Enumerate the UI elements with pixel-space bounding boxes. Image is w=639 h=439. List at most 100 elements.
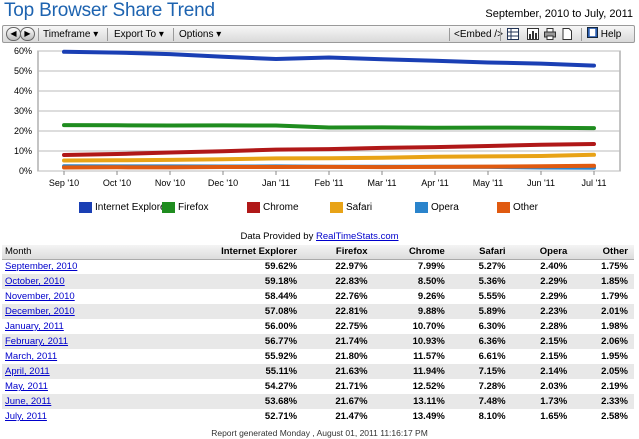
help-button[interactable]: Help (587, 27, 621, 42)
share-cell: 57.08% (151, 304, 304, 319)
toolbar-divider (500, 28, 501, 41)
legend-item: Other (497, 202, 538, 213)
browser-share-table: Month Internet Explorer Firefox Chrome Safar… (2, 245, 634, 424)
share-cell: 2.14% (511, 364, 574, 379)
realtimestats-link[interactable]: RealTimeStats.com (315, 231, 399, 242)
table-row: February, 2011 56.77% 21.74% 10.93% 6.36% 2.1… (2, 334, 634, 349)
month-cell: November, 2010 (2, 289, 152, 304)
legend-swatch (79, 202, 92, 213)
series-line-internet-explorer (62, 49, 596, 68)
share-cell: 9.88% (373, 304, 451, 319)
month-link[interactable]: March, 2011 (5, 351, 58, 362)
table-row: November, 2010 58.44% 22.76% 9.26% 5.55% 2.29… (2, 289, 634, 304)
x-tick-label: Nov '10 (155, 178, 185, 188)
x-tick-label: Feb '11 (314, 178, 343, 188)
legend-label: Chrome (263, 202, 299, 213)
legend-swatch (415, 202, 428, 213)
share-cell: 1.95% (601, 351, 628, 362)
legend-label: Safari (346, 202, 373, 213)
embed-button[interactable]: <Embed /> (454, 29, 503, 40)
share-cell: 56.77% (151, 334, 304, 349)
column-header: Internet Explorer (151, 245, 304, 260)
report-header: Top Browser Share Trend September, 2010 … (0, 0, 639, 24)
legend-item: Firefox (162, 202, 209, 213)
toolbar-divider (581, 28, 582, 41)
table-view-icon[interactable] (506, 28, 519, 41)
x-tick-label: Apr '11 (421, 178, 449, 188)
line-chart: 0% 10% 20% 30% 40% 50% 60% Sep '10 Oct '10 Nov '1… (14, 46, 621, 188)
share-cell: 2.06% (573, 334, 634, 349)
toolbar-divider (449, 28, 450, 41)
month-link[interactable]: January, 2011 (5, 321, 64, 332)
series-line-safari (62, 152, 596, 163)
month-link[interactable]: November, 2010 (5, 291, 75, 302)
legend-item: Chrome (247, 202, 299, 213)
month-cell: June, 2011 (2, 394, 152, 409)
series-line-firefox (62, 123, 596, 131)
toolbar-divider (38, 28, 39, 41)
x-tick-label: Oct '10 (103, 178, 131, 188)
share-cell: 55.11% (151, 364, 304, 379)
month-link[interactable]: February, 2011 (5, 336, 69, 347)
table-row: September, 2010 59.62% 22.97% 7.99% 5.27% 2.4… (2, 259, 634, 274)
print-icon[interactable] (543, 28, 556, 41)
share-cell: 2.29% (511, 274, 574, 289)
table-header-row: Month Internet Explorer Firefox Chrome Safar… (2, 245, 634, 260)
export-menu[interactable]: Export To ▾ (114, 27, 164, 42)
date-range: September, 2010 to July, 2011 (485, 8, 633, 20)
chart-icon[interactable] (526, 28, 539, 41)
forward-arrow-icon[interactable]: ▶ (20, 27, 35, 41)
toolbar-divider (107, 28, 108, 41)
month-cell: September, 2010 (2, 259, 152, 274)
share-cell: 5.89% (450, 304, 512, 319)
share-cell: 21.80% (335, 351, 368, 362)
month-cell: February, 2011 (2, 334, 152, 349)
share-cell: 22.97% (335, 261, 368, 273)
share-cell: 1.85% (573, 274, 634, 289)
share-cell: 5.55% (478, 291, 506, 302)
share-cell: 53.68% (151, 394, 304, 409)
share-cell: 9.26% (417, 291, 445, 302)
column-header: Month (2, 245, 152, 260)
table-body: September, 2010 59.62% 22.97% 7.99% 5.27% 2.4… (2, 259, 634, 424)
month-link[interactable]: June, 2011 (5, 396, 52, 407)
share-cell: 7.99% (417, 261, 445, 273)
month-cell: December, 2010 (2, 304, 152, 319)
legend-label: Other (513, 202, 539, 213)
x-tick-label: Jun '11 (527, 178, 555, 188)
options-menu[interactable]: Options ▾ (179, 27, 221, 42)
month-cell: October, 2010 (2, 274, 152, 289)
table-row: March, 2011 55.92% 21.80% 11.57% 6.61% 2.15% 1… (2, 349, 634, 364)
month-link[interactable]: October, 2010 (5, 276, 65, 287)
share-cell: 22.75% (335, 321, 368, 332)
x-tick-label: Jul '11 (581, 178, 606, 188)
help-label: Help (600, 29, 622, 40)
month-link[interactable]: September, 2010 (5, 261, 78, 273)
month-link[interactable]: May, 2011 (5, 381, 48, 392)
legend-label: Firefox (178, 202, 209, 213)
month-cell: July, 2011 (2, 409, 152, 424)
export-label: Export To (114, 29, 157, 40)
share-cell: 8.10% (478, 411, 506, 422)
timeframe-label: Timeframe (43, 29, 91, 40)
document-icon[interactable] (560, 28, 573, 41)
x-tick-label: Dec '10 (208, 178, 238, 188)
month-link[interactable]: December, 2010 (5, 306, 75, 317)
back-arrow-icon[interactable]: ◀ (6, 27, 21, 41)
share-cell: 13.11% (373, 394, 451, 409)
timeframe-menu[interactable]: Timeframe ▾ (43, 27, 98, 42)
share-cell: 6.30% (478, 321, 506, 332)
x-tick-label: Sep '10 (49, 178, 79, 188)
column-header: Opera (511, 245, 574, 260)
share-cell: 2.40% (540, 261, 568, 273)
page-title: Top Browser Share Trend (4, 0, 215, 21)
month-cell: April, 2011 (2, 364, 152, 379)
share-cell: 11.57% (413, 351, 445, 362)
table-row: July, 2011 52.71% 21.47% 13.49% 8.10% 1.65% 2.… (2, 409, 634, 424)
month-link[interactable]: April, 2011 (5, 366, 50, 377)
share-cell: 21.63% (303, 364, 374, 379)
share-cell: 5.36% (450, 274, 512, 289)
month-link[interactable]: July, 2011 (5, 411, 47, 422)
share-cell: 1.73% (511, 394, 574, 409)
legend-item: Safari (330, 202, 372, 213)
